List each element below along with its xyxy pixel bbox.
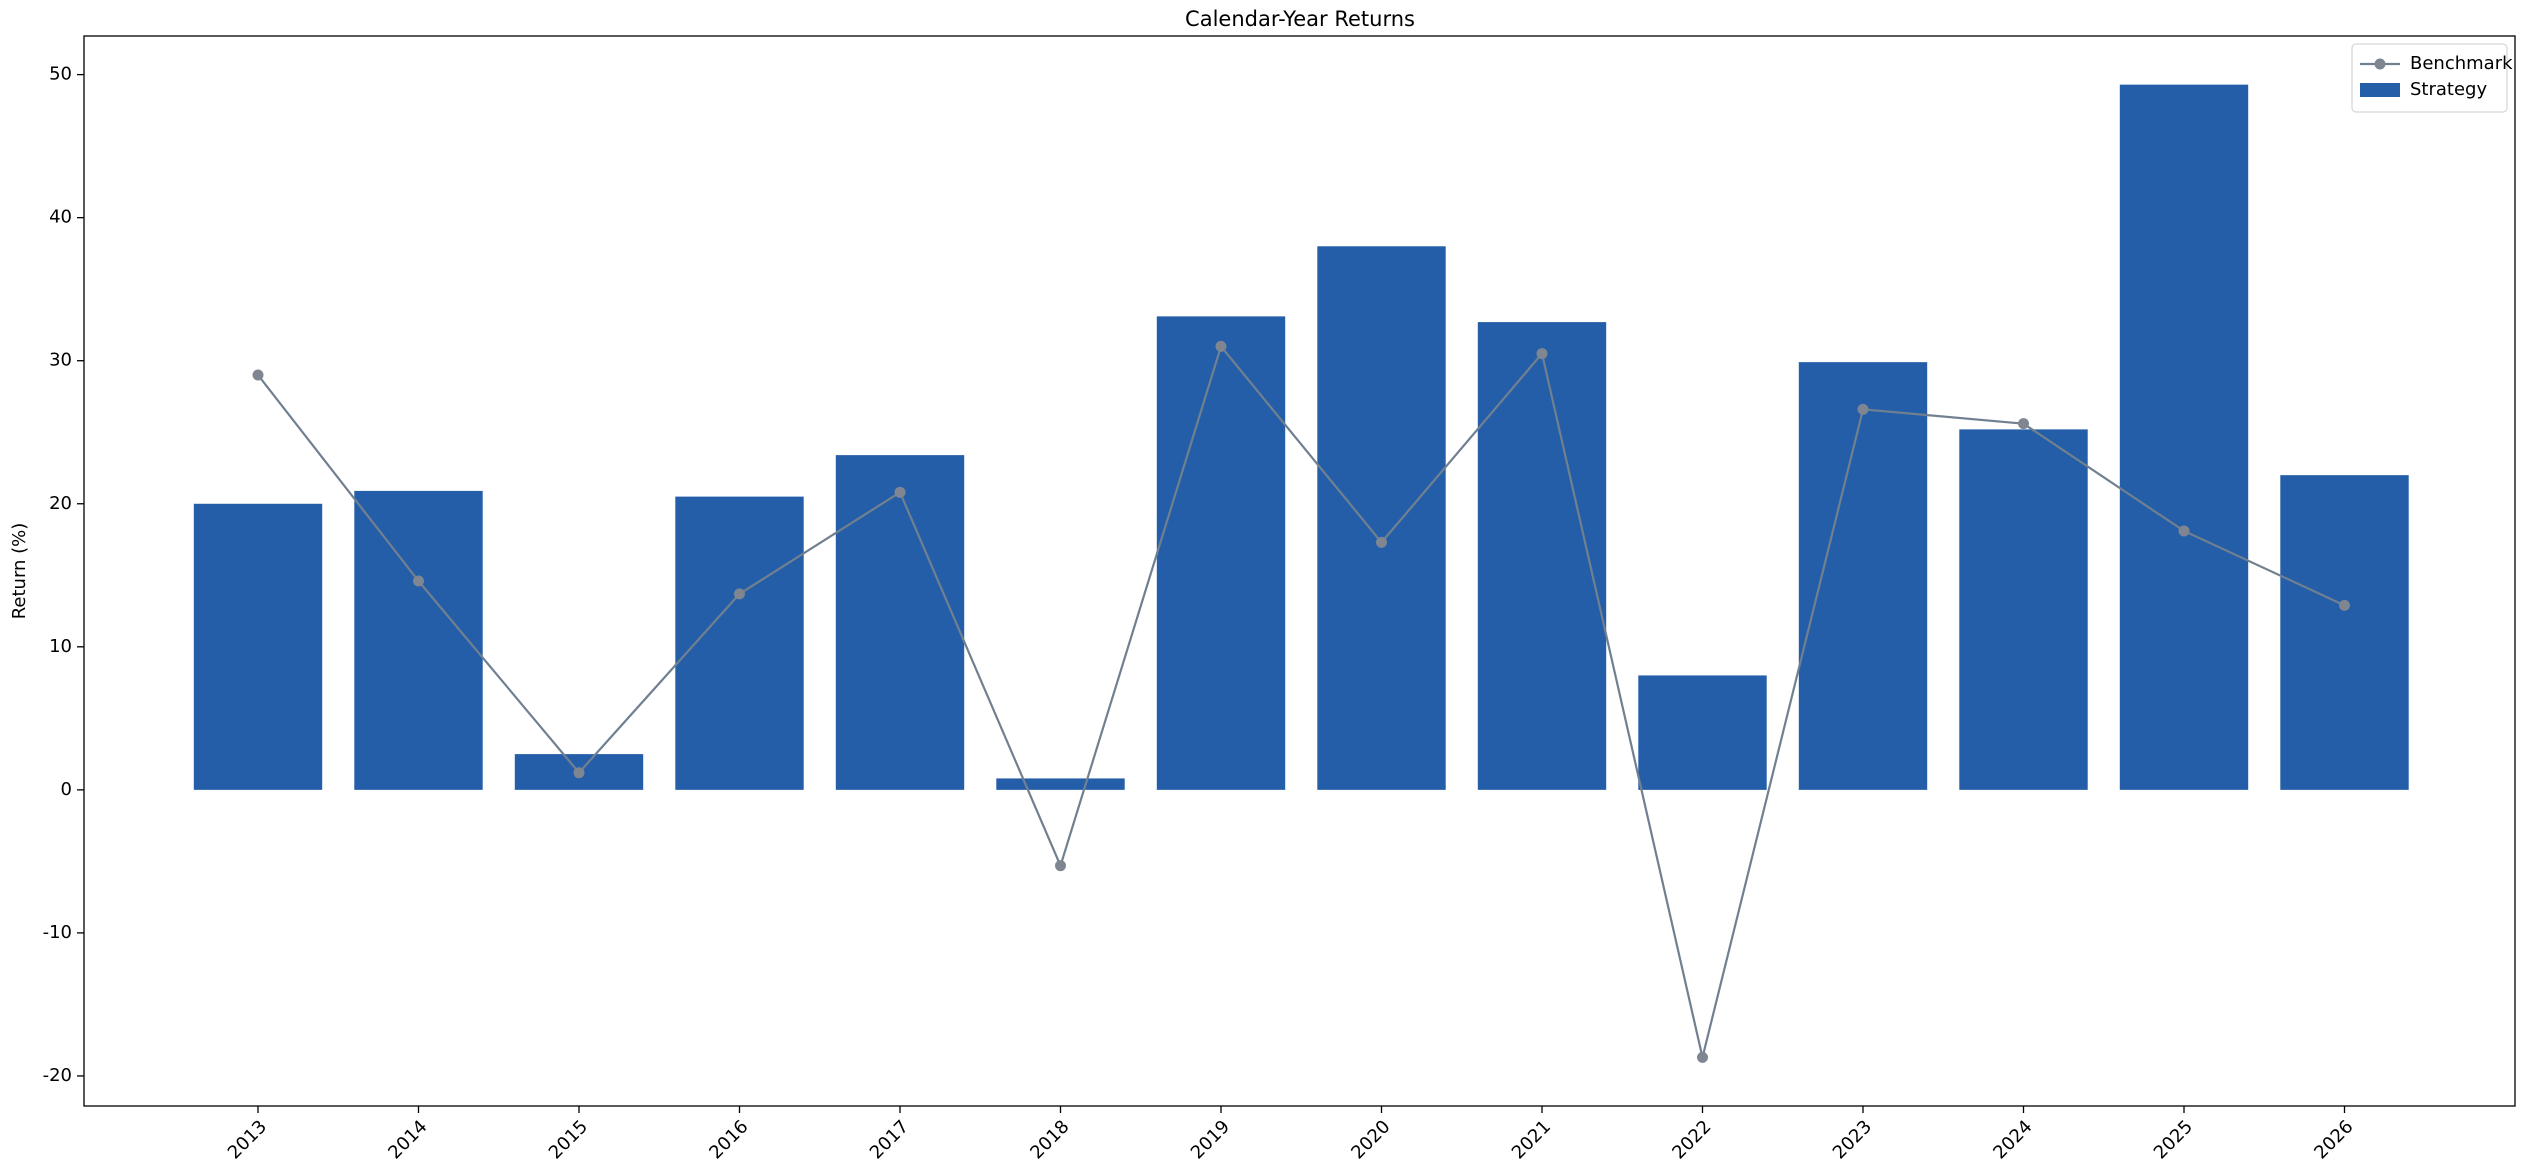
marker xyxy=(2339,599,2350,611)
x-tick-label: 2015 xyxy=(545,1116,592,1163)
chart-title: Calendar-Year Returns xyxy=(1185,7,1415,31)
marker xyxy=(734,588,745,600)
y-tick-label: 50 xyxy=(49,64,72,85)
bar xyxy=(1638,675,1767,790)
bar xyxy=(996,778,1125,790)
bar xyxy=(354,490,483,790)
legend-swatch xyxy=(2360,83,2400,97)
bar xyxy=(193,503,323,790)
marker xyxy=(413,575,424,587)
x-tick-label: 2017 xyxy=(866,1116,913,1163)
x-tick-label: 2023 xyxy=(1829,1116,1876,1163)
plot-frame xyxy=(83,35,2516,1107)
marker xyxy=(1215,340,1227,352)
x-tick-label: 2016 xyxy=(705,1116,752,1163)
x-tick-label: 2025 xyxy=(2150,1116,2197,1163)
y-tick-label: 40 xyxy=(49,207,72,228)
y-tick-label: 0 xyxy=(61,779,72,800)
bar xyxy=(835,455,965,790)
x-tick-label: 2021 xyxy=(1508,1116,1555,1163)
y-tick-label: -10 xyxy=(43,922,72,943)
marker xyxy=(252,369,264,381)
bar xyxy=(675,496,804,790)
y-tick-label: -20 xyxy=(43,1065,72,1086)
marker xyxy=(1697,1051,1708,1063)
x-tick-label: 2018 xyxy=(1026,1116,1073,1163)
x-tick-label: 2024 xyxy=(1989,1116,2036,1163)
x-tick-label: 2026 xyxy=(2310,1116,2357,1163)
marker xyxy=(1376,536,1387,548)
y-tick-label: 10 xyxy=(49,636,72,657)
marker xyxy=(1536,348,1548,360)
x-tick-label: 2020 xyxy=(1347,1116,1394,1163)
marker xyxy=(1055,860,1066,872)
marker xyxy=(2018,418,2029,430)
bar xyxy=(1477,322,1607,790)
x-tick-label: 2019 xyxy=(1187,1116,1234,1163)
bar xyxy=(1317,246,1446,790)
bar xyxy=(2280,475,2409,790)
x-tick-label: 2013 xyxy=(224,1116,271,1163)
legend-marker xyxy=(2374,58,2386,70)
bar xyxy=(2119,84,2249,790)
x-tick-label: 2014 xyxy=(384,1116,431,1163)
x-tick-label: 2022 xyxy=(1668,1116,1715,1163)
marker xyxy=(2178,525,2190,537)
y-axis-label: Return (%) xyxy=(9,523,30,620)
line xyxy=(257,344,2345,1058)
marker xyxy=(1857,403,1869,415)
bar xyxy=(1798,362,1928,790)
legend-label: Strategy xyxy=(2410,79,2487,100)
marker xyxy=(894,486,906,498)
y-tick-label: 30 xyxy=(49,350,72,371)
legend-label: Benchmark xyxy=(2410,53,2513,74)
bar xyxy=(1959,429,2088,790)
y-tick-label: 20 xyxy=(49,493,72,514)
bar xyxy=(1156,316,1286,790)
marker xyxy=(573,767,585,779)
